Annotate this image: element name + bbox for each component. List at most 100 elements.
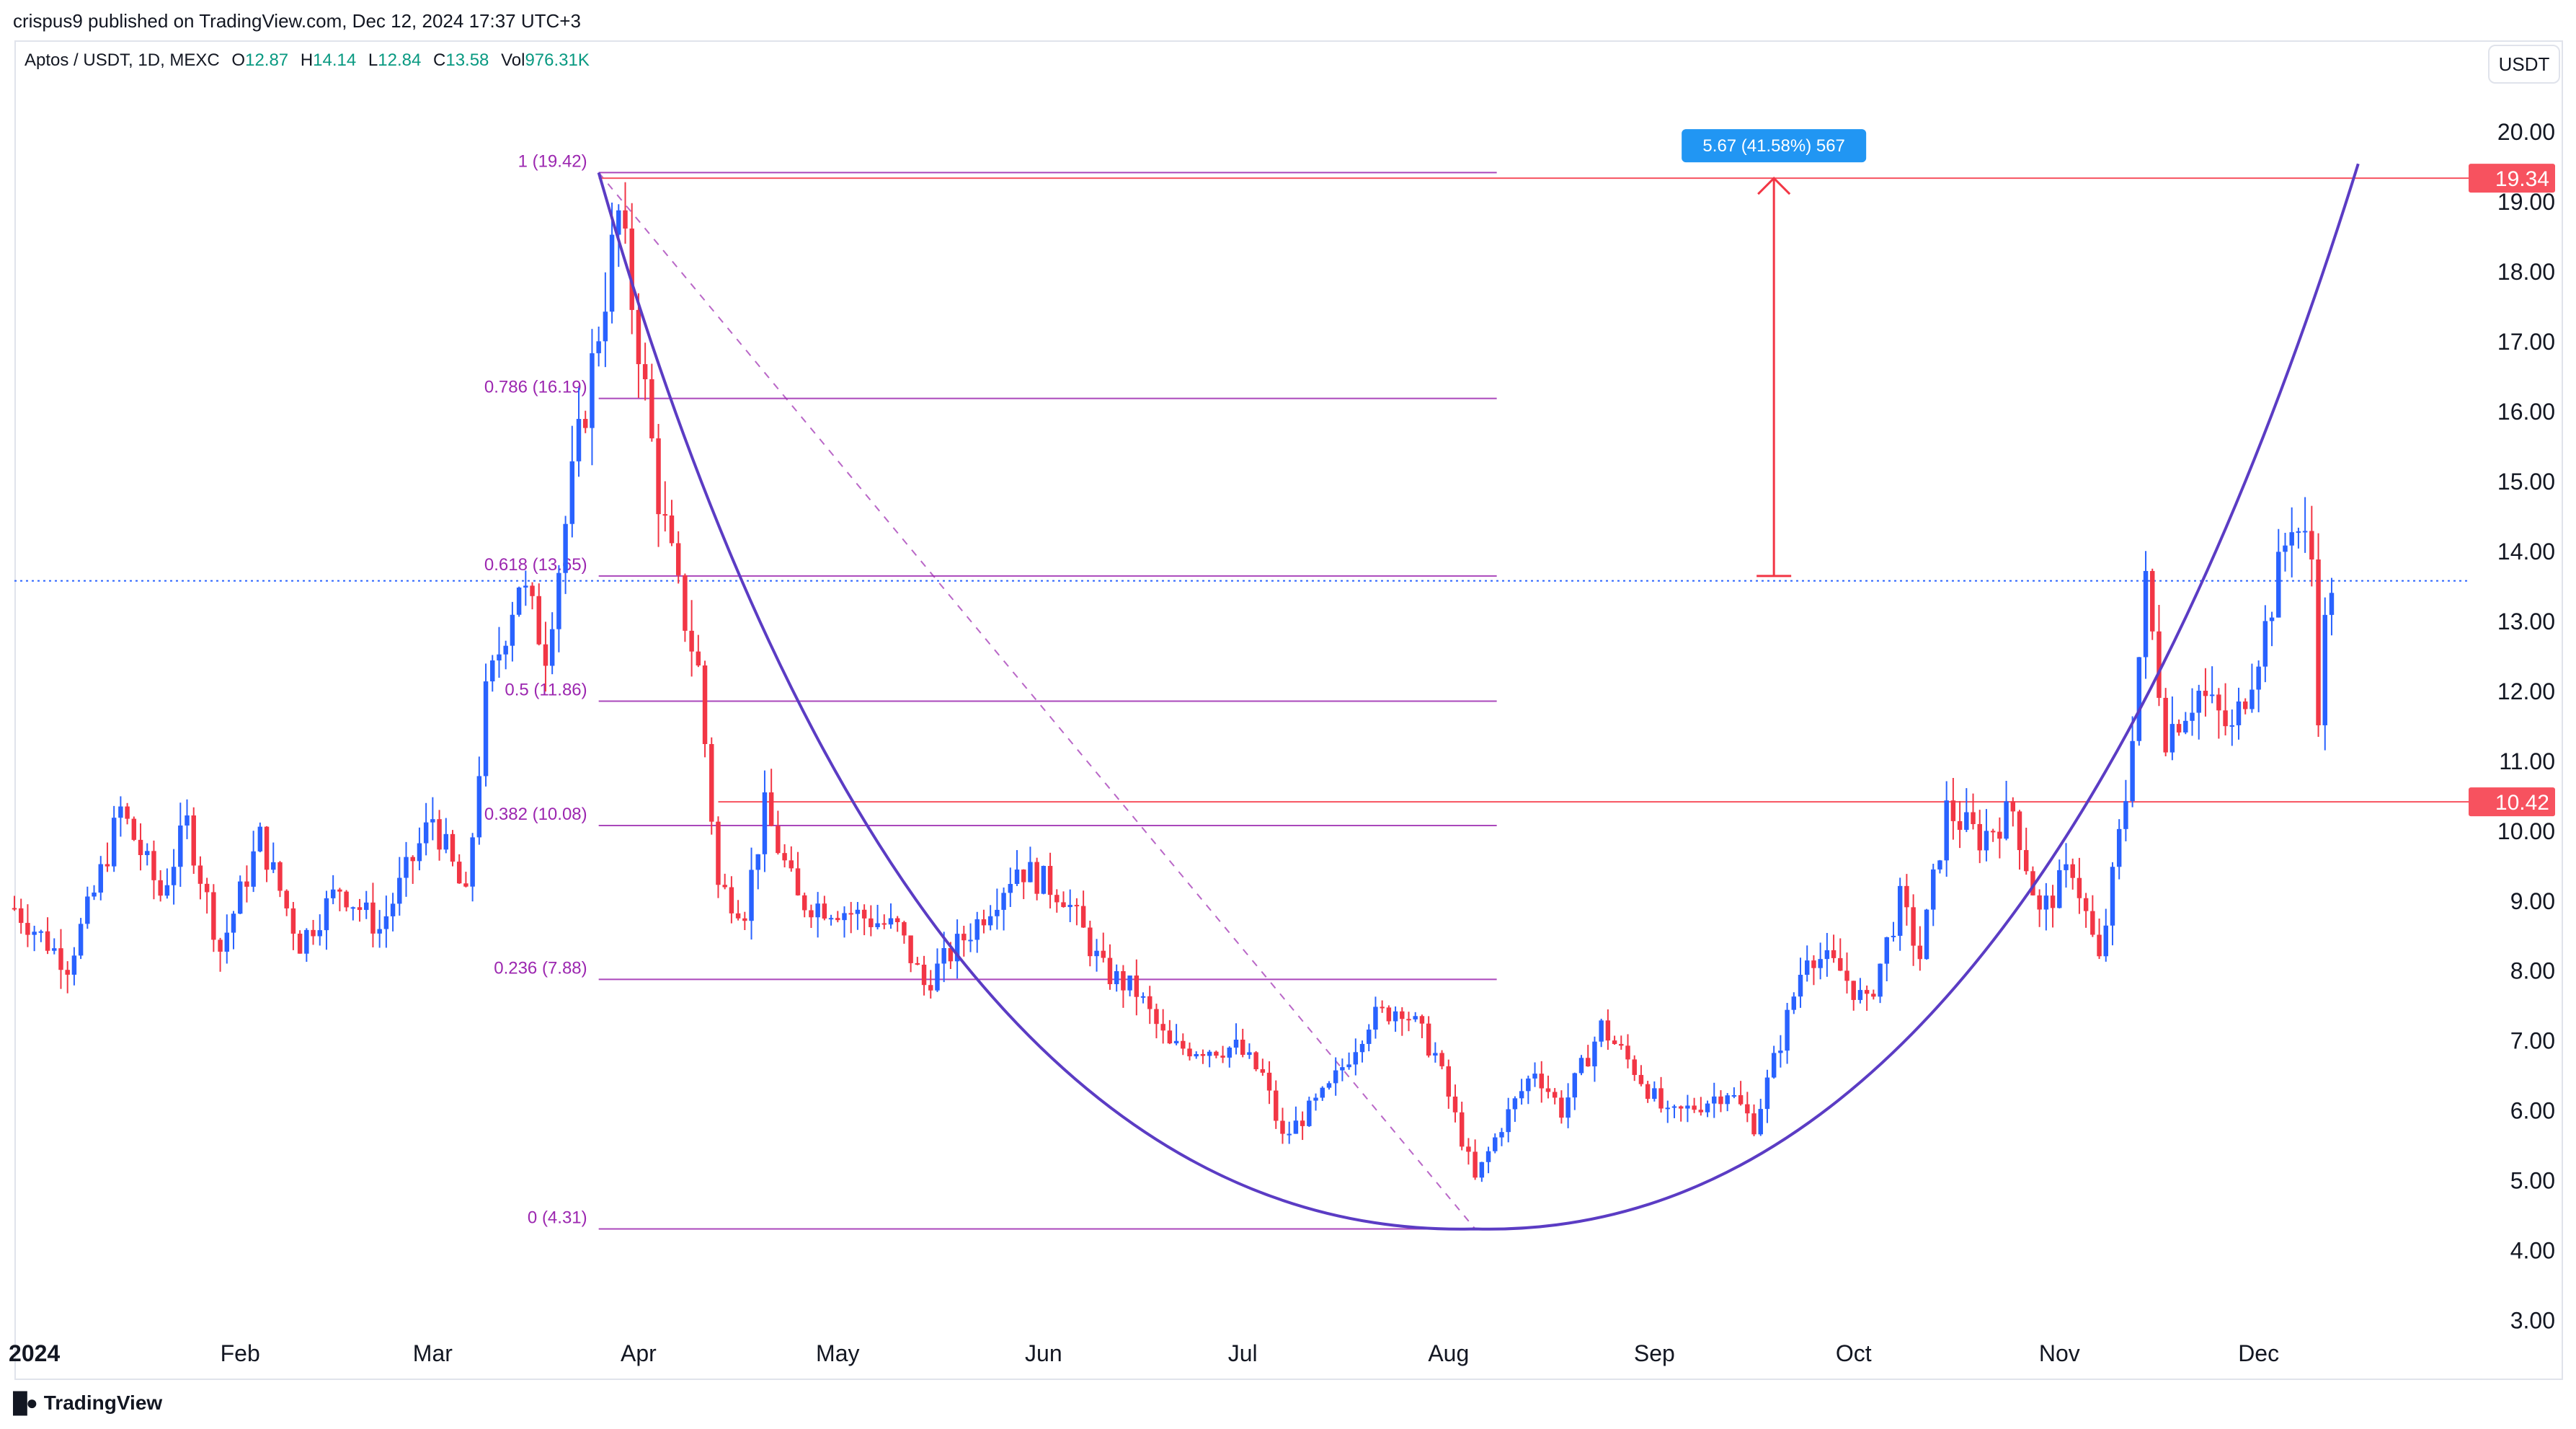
y-tick-label: 5.00	[2510, 1168, 2555, 1194]
candle-body	[1857, 990, 1863, 1000]
candle-body	[171, 867, 177, 885]
candle-body	[430, 819, 435, 823]
tradingview-mark-icon: █●	[13, 1392, 38, 1414]
y-tick-label: 19.00	[2497, 189, 2555, 215]
candle-body	[2190, 712, 2195, 721]
candle-body	[2064, 864, 2069, 870]
y-tick-label: 12.00	[2497, 678, 2555, 704]
symbol-label[interactable]: Aptos / USDT, 1D, MEXC	[25, 50, 220, 70]
candle-body	[1638, 1074, 1644, 1084]
candle-body	[1578, 1058, 1584, 1074]
candle-body	[848, 913, 853, 915]
candle-body	[1127, 975, 1132, 991]
y-tick-label: 17.00	[2497, 329, 2555, 355]
open-value: 12.87	[245, 50, 289, 70]
candle-body	[755, 854, 760, 870]
candle-body	[2196, 691, 2201, 713]
candle-body	[2017, 811, 2022, 851]
x-tick-label: Feb	[221, 1340, 260, 1366]
candle-body	[1864, 990, 1870, 994]
candle-body	[1990, 831, 1996, 833]
candle-body	[1692, 1105, 1697, 1110]
candle-body	[45, 931, 50, 951]
y-tick-label: 8.00	[2510, 958, 2555, 984]
candle-body	[1937, 860, 1942, 870]
symbol-legend: Aptos / USDT, 1D, MEXC O12.87 H14.14 L12…	[25, 50, 590, 71]
candle-body	[809, 910, 814, 918]
candle-body	[1924, 909, 1929, 960]
candle-body	[1439, 1053, 1444, 1066]
tradingview-brand: TradingView	[43, 1392, 163, 1414]
candle-body	[2296, 531, 2301, 533]
candle-body	[928, 985, 933, 991]
candle-body	[583, 419, 588, 428]
y-tick-label: 14.00	[2497, 539, 2555, 565]
candle-body	[290, 908, 296, 934]
candle-body	[1167, 1030, 1173, 1044]
candle-body	[702, 665, 708, 745]
measure-label: 5.67 (41.58%) 567	[1702, 136, 1844, 156]
candle-body	[1300, 1120, 1305, 1126]
measure-label-bg	[1682, 129, 1867, 163]
candle-body	[642, 364, 648, 379]
candle-body	[2269, 617, 2275, 621]
x-tick-label: Oct	[1836, 1340, 1872, 1366]
candle-body	[2103, 925, 2108, 957]
candle-body	[696, 651, 701, 665]
tradingview-logo[interactable]: █● TradingView	[13, 1392, 162, 1415]
candle-body	[1632, 1059, 1637, 1075]
candle-body	[1725, 1095, 1730, 1105]
candle-body	[1878, 963, 1883, 997]
price-label-bg	[2469, 787, 2555, 817]
candle-body	[915, 963, 920, 965]
candle-body	[776, 826, 781, 854]
currency-button[interactable]: USDT	[2488, 45, 2560, 84]
candle-body	[1346, 1064, 1351, 1068]
candle-body	[1426, 1023, 1431, 1056]
candle-body	[2283, 545, 2288, 552]
candle-body	[2077, 877, 2082, 898]
candle-body	[78, 924, 84, 956]
candle-body	[1473, 1151, 1478, 1178]
candle-body	[1512, 1098, 1518, 1110]
candle-body	[297, 933, 303, 954]
candle-body	[197, 865, 203, 884]
candle-body	[2216, 694, 2221, 711]
candle-body	[510, 614, 515, 646]
candle-body	[1592, 1041, 1597, 1067]
candle-body	[1731, 1094, 1737, 1097]
y-tick-label: 15.00	[2497, 469, 2555, 495]
y-tick-label: 11.00	[2499, 748, 2555, 774]
candle-body	[65, 970, 70, 975]
low-value: 12.84	[378, 50, 422, 70]
candle-body	[2043, 895, 2049, 910]
candle-body	[1207, 1051, 1212, 1056]
candle-body	[1393, 1011, 1398, 1022]
candle-body	[257, 826, 263, 851]
candle-body	[1565, 1097, 1571, 1118]
candle-body	[1121, 971, 1126, 991]
candle-body	[1545, 1088, 1551, 1092]
candle-body	[98, 864, 103, 893]
candle-body	[284, 890, 289, 908]
candle-body	[145, 851, 150, 856]
candle-body	[1493, 1137, 1498, 1151]
fib-level-label: 1 (19.42)	[518, 151, 587, 171]
candle-body	[178, 825, 183, 867]
candle-body	[1798, 975, 1803, 997]
candle-body	[1658, 1088, 1664, 1109]
candle-body	[2097, 934, 2102, 957]
candle-body	[1400, 1011, 1405, 1019]
candle-body	[556, 572, 561, 629]
candle-body	[71, 955, 77, 975]
candle-body	[1844, 970, 1849, 981]
candle-body	[1897, 885, 1903, 936]
candle-body	[1459, 1112, 1465, 1147]
candle-body	[2242, 701, 2248, 709]
candle-body	[344, 891, 349, 908]
rounding-bottom-curve	[597, 163, 2360, 1231]
candle-body	[164, 885, 170, 896]
candle-body	[1891, 935, 1896, 937]
candles-group	[12, 182, 2335, 1182]
